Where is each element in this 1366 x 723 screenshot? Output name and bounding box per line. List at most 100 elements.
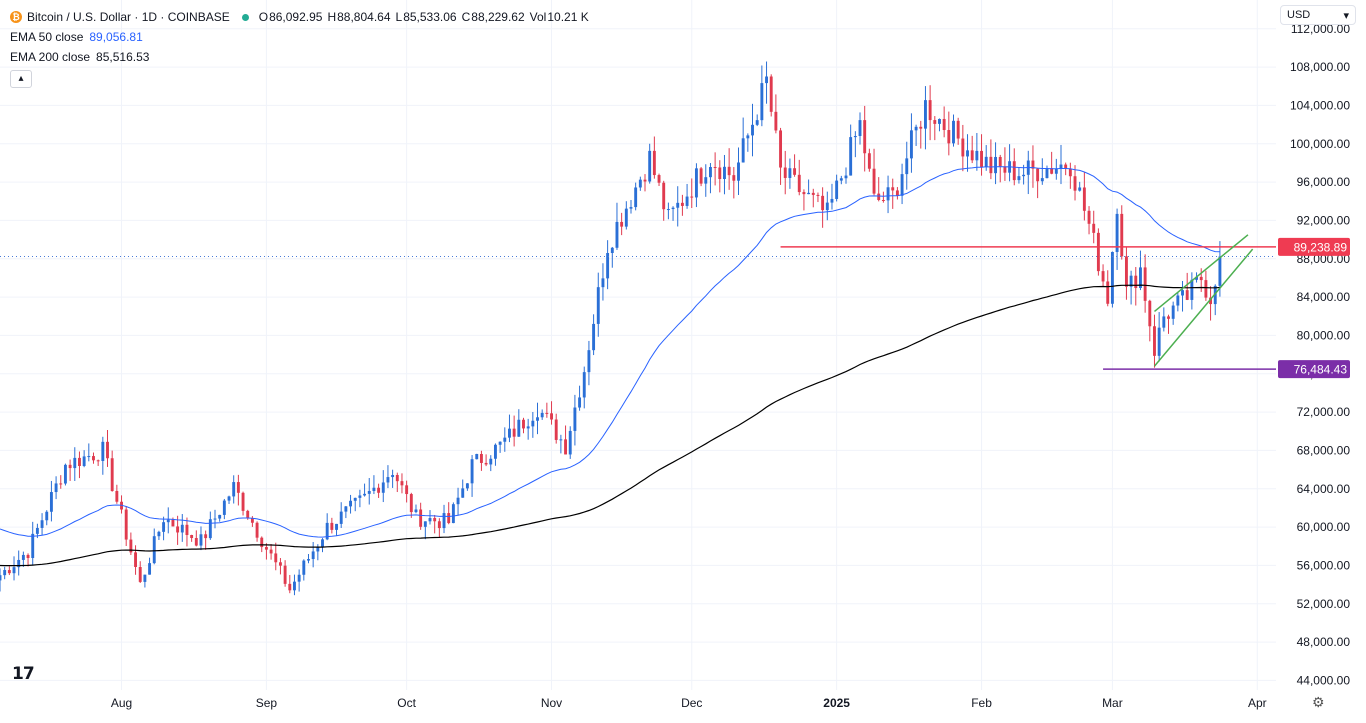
candle-body: [853, 135, 857, 138]
candle-body: [891, 187, 895, 191]
candle-body: [807, 192, 811, 195]
candle-body: [222, 500, 226, 515]
candle-body: [503, 437, 507, 442]
candle-body: [531, 420, 535, 427]
y-tick-label: 72,000.00: [1297, 405, 1351, 419]
support-price-label-text: 76,484.43: [1294, 363, 1348, 377]
candle-body: [171, 519, 175, 527]
x-tick-label: Sep: [256, 696, 278, 710]
candle-body: [498, 441, 502, 445]
candle-body: [377, 487, 381, 493]
candle-body: [386, 477, 390, 483]
y-tick-label: 60,000.00: [1297, 520, 1351, 534]
candle-body: [793, 168, 797, 175]
candle-body: [106, 441, 109, 459]
ema50-row[interactable]: EMA 50 close 89,056.81: [10, 27, 594, 47]
candle-body: [797, 174, 801, 193]
ohlc-high-key: H: [327, 10, 337, 24]
candle-body: [335, 523, 338, 530]
gear-icon[interactable]: ⚙: [1312, 694, 1325, 710]
y-tick-label: 44,000.00: [1297, 673, 1351, 687]
candle-body: [157, 531, 161, 537]
candle-body: [204, 534, 208, 539]
ohlc-close-key: C: [461, 10, 471, 24]
candle-body: [760, 83, 764, 121]
candle-body: [821, 195, 825, 211]
x-tick-label: Mar: [1102, 696, 1123, 710]
candle-body: [1092, 223, 1096, 233]
x-tick-label: Feb: [971, 696, 992, 710]
candle-body: [0, 575, 2, 581]
candle-body: [839, 178, 843, 181]
candle-body: [1129, 275, 1133, 287]
candle-body: [45, 511, 49, 521]
candle-body: [344, 506, 348, 512]
ohlc-low-key: L: [395, 10, 403, 24]
y-tick-label: 104,000.00: [1290, 98, 1350, 112]
candle-body: [143, 574, 147, 582]
candle-body: [176, 526, 180, 533]
candle-body: [96, 460, 100, 462]
candle-body: [1045, 168, 1049, 179]
ema200-row[interactable]: EMA 200 close 85,516.53: [10, 47, 594, 67]
candle-body: [54, 483, 58, 493]
candle-body: [1040, 178, 1044, 182]
candle-body: [652, 150, 656, 176]
candle-body: [297, 574, 301, 582]
candle-body: [886, 187, 890, 201]
candle-body: [1148, 300, 1152, 327]
tradingview-logo-icon[interactable]: 17: [12, 664, 35, 684]
currency-select[interactable]: USD ▾: [1280, 5, 1356, 25]
candle-body: [517, 419, 521, 437]
ema200-line: [0, 284, 1220, 567]
candle-body: [1087, 210, 1091, 224]
candle-body: [816, 194, 820, 196]
candle-body: [124, 509, 128, 540]
candle-body: [1139, 267, 1142, 288]
candle-body: [508, 428, 511, 438]
ema50-value: 89,056.81: [89, 30, 143, 44]
ohlc-high-value: 88,804.64: [337, 10, 391, 24]
candle-body: [1176, 295, 1180, 306]
candle-body: [1073, 176, 1077, 191]
candle-body: [339, 511, 343, 524]
channel-upper-line: [1154, 234, 1249, 313]
candle-body: [1213, 285, 1217, 305]
candle-body: [391, 474, 395, 478]
candle-body: [12, 567, 16, 574]
candle-body: [1199, 276, 1203, 281]
candle-body: [293, 581, 296, 591]
candle-body: [129, 539, 133, 553]
symbol-title[interactable]: Bitcoin / U.S. Dollar · 1D · COINBASE: [27, 10, 230, 24]
candle-body: [227, 496, 231, 501]
candle-body: [78, 457, 81, 466]
candle-body: [1209, 297, 1213, 305]
candle-body: [849, 137, 853, 176]
y-tick-label: 108,000.00: [1290, 60, 1350, 74]
support-price-label: 76,484.43: [1278, 360, 1350, 379]
y-tick-label: 56,000.00: [1297, 558, 1351, 572]
candle-body: [956, 120, 960, 139]
candle-body: [592, 323, 596, 351]
candle-body: [1064, 164, 1068, 169]
candle-body: [21, 554, 25, 560]
currency-value: USD: [1287, 9, 1311, 21]
candle-body: [7, 570, 11, 574]
resistance-price-label: 89,238.89: [1278, 237, 1350, 256]
candle-body: [246, 510, 250, 518]
candle-body: [685, 196, 689, 206]
candle-body: [400, 481, 404, 486]
collapse-legend-button[interactable]: ▴: [10, 70, 32, 88]
candle-body: [152, 536, 156, 564]
candle-body: [1171, 305, 1175, 319]
candle-body: [512, 428, 516, 437]
candle-body: [269, 549, 273, 554]
candle-body: [190, 535, 194, 539]
candle-body: [648, 150, 652, 182]
candle-body: [1167, 316, 1170, 319]
candle-body: [928, 100, 932, 121]
candle-body: [115, 490, 119, 502]
candle-body: [1012, 161, 1016, 181]
